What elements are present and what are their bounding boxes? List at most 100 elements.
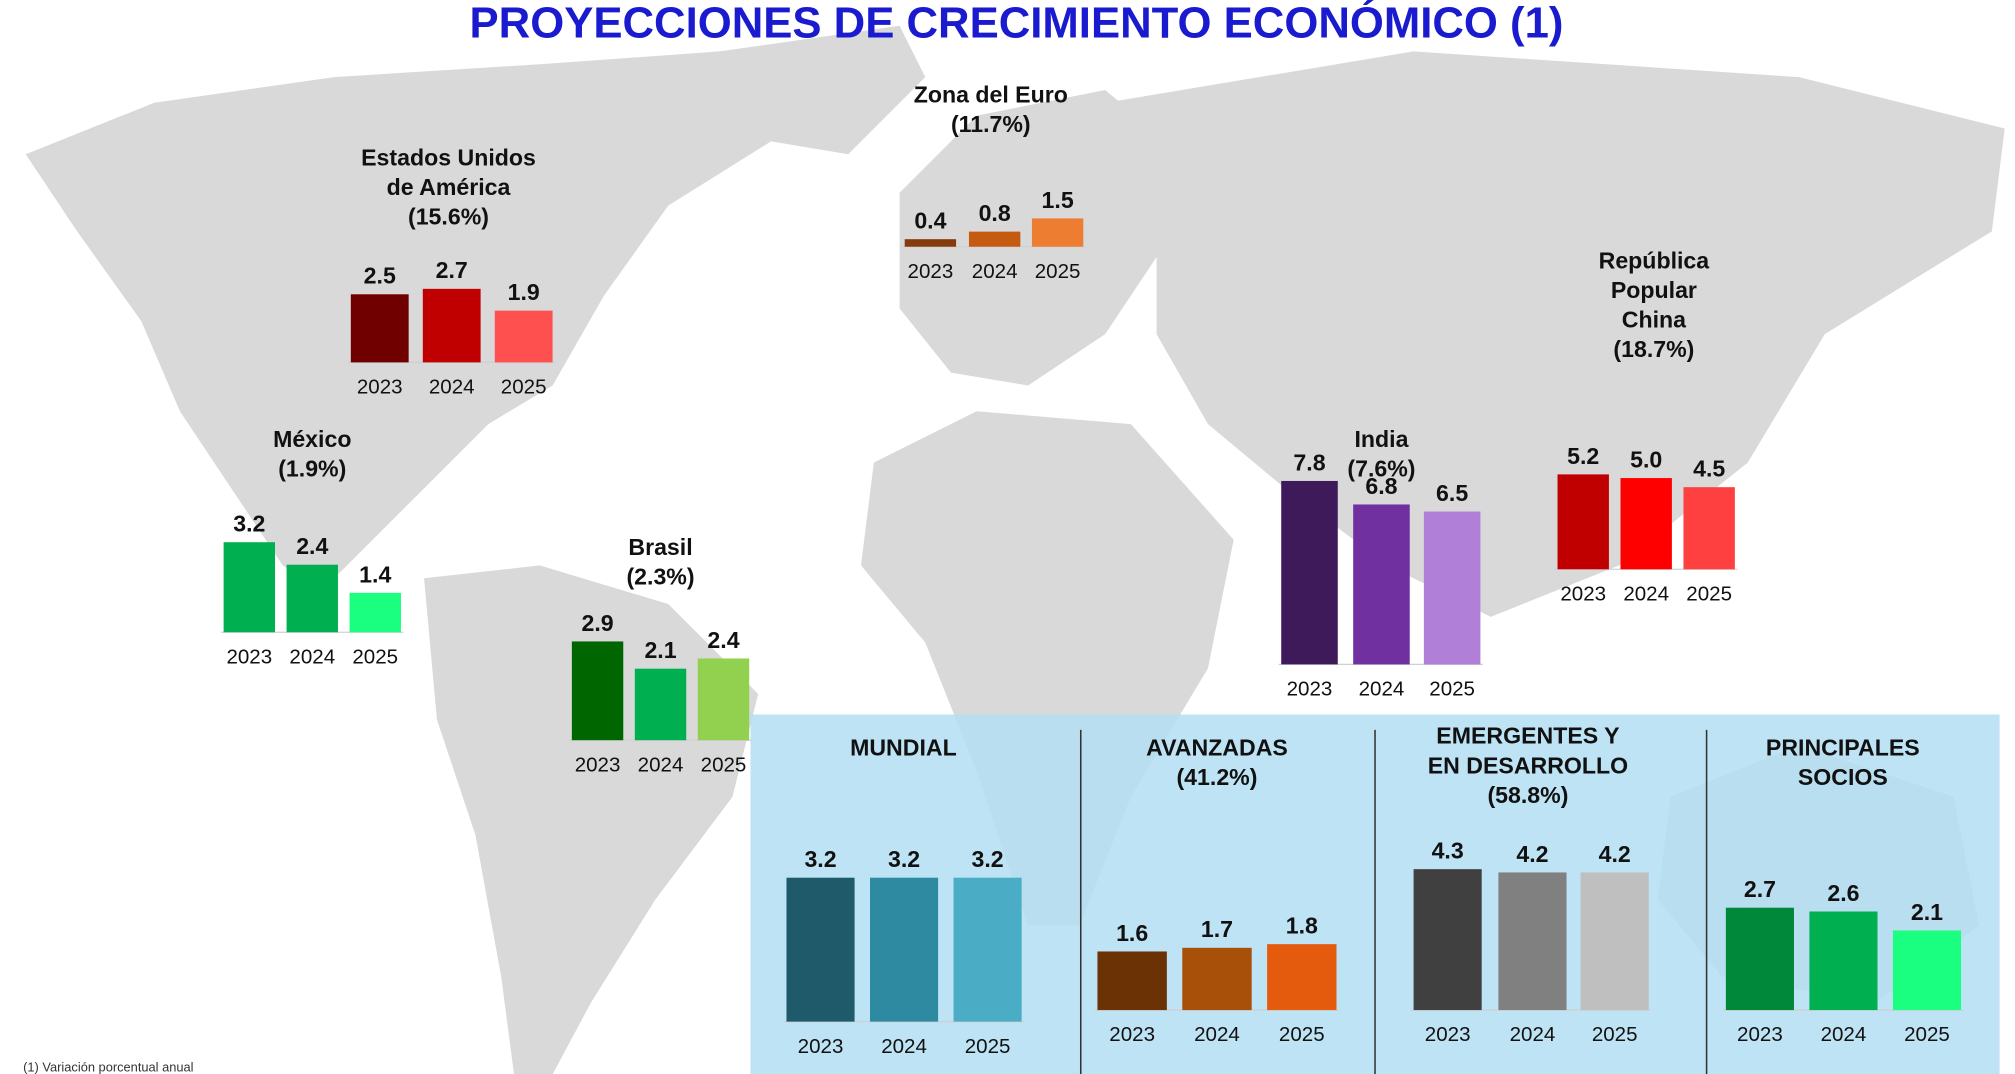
value-label: 1.9 [508, 279, 540, 305]
x-tick-label: 2023 [1560, 582, 1606, 605]
chart-title: República [1599, 247, 1711, 273]
x-tick-label: 2025 [1035, 260, 1081, 283]
bar [1281, 480, 1338, 665]
bar [1683, 487, 1735, 570]
value-label: 0.8 [979, 200, 1011, 226]
chart-title: de América [387, 174, 512, 200]
x-tick-label: 2024 [638, 753, 684, 776]
value-label: 1.7 [1201, 916, 1233, 942]
bar [223, 542, 276, 633]
chart-title: Zona del Euro [914, 81, 1068, 107]
bar [904, 239, 957, 247]
value-label: 2.6 [1827, 880, 1859, 906]
chart-title: AVANZADAS [1146, 734, 1288, 760]
value-label: 4.3 [1432, 838, 1464, 864]
chart-title: (41.2%) [1176, 764, 1257, 790]
bar [1031, 218, 1084, 247]
chart-title: PRINCIPALES [1766, 734, 1920, 760]
chart-title: México [273, 426, 351, 452]
bar [1413, 869, 1482, 1011]
bar [286, 564, 338, 633]
value-label: 3.2 [233, 511, 265, 537]
canvas: PROYECCIONES DE CRECIMIENTO ECONÓMICO (1… [23, 0, 2005, 1074]
bar [1267, 944, 1337, 1011]
africa [861, 411, 1234, 926]
x-tick-label: 2025 [1429, 678, 1475, 701]
chart-title: India [1354, 426, 1409, 452]
x-tick-label: 2025 [701, 753, 747, 776]
x-tick-label: 2025 [1686, 582, 1732, 605]
value-label: 2.5 [364, 263, 396, 289]
chart-title: EMERGENTES Y [1436, 723, 1620, 749]
bar [968, 231, 1021, 247]
chart-title: (15.6%) [408, 204, 489, 230]
value-label: 1.6 [1116, 920, 1148, 946]
chart-title: (2.3%) [626, 563, 694, 589]
value-label: 4.2 [1599, 841, 1631, 867]
value-label: 2.1 [1911, 899, 1943, 925]
x-tick-label: 2025 [965, 1035, 1011, 1058]
value-label: 4.2 [1516, 841, 1548, 867]
x-tick-label: 2025 [1592, 1023, 1638, 1046]
x-tick-label: 2024 [1821, 1023, 1867, 1046]
bar [1353, 504, 1410, 665]
chart-title: Brasil [628, 534, 692, 560]
asia [1105, 51, 2005, 617]
x-tick-label: 2024 [429, 376, 475, 399]
bar [422, 288, 481, 363]
bar [1423, 511, 1481, 665]
footnote: (1) Variación porcentual anual [23, 1059, 193, 1074]
x-tick-label: 2024 [972, 260, 1018, 283]
x-tick-label: 2024 [289, 645, 335, 668]
chart-title: (58.8%) [1487, 782, 1568, 808]
chart-title: China [1622, 306, 1687, 332]
x-tick-label: 2024 [1623, 582, 1669, 605]
bar [349, 592, 401, 633]
bar [1809, 911, 1878, 1011]
chart-title: (1.9%) [278, 455, 346, 481]
value-label: 0.4 [914, 208, 946, 234]
chart-title: Estados Unidos [361, 144, 536, 170]
bar [1620, 478, 1672, 570]
value-label: 3.2 [888, 846, 920, 872]
bar [1097, 951, 1167, 1011]
x-tick-label: 2023 [1287, 678, 1333, 701]
x-tick-label: 2025 [501, 376, 547, 399]
bar [953, 877, 1022, 1022]
bar [1182, 947, 1252, 1011]
value-label: 4.5 [1693, 456, 1725, 482]
chart-title: MUNDIAL [850, 734, 957, 760]
x-tick-label: 2023 [1425, 1023, 1471, 1046]
page-title: PROYECCIONES DE CRECIMIENTO ECONÓMICO (1… [470, 0, 1564, 47]
bar [571, 641, 624, 741]
value-label: 2.7 [1744, 876, 1776, 902]
bar [494, 310, 553, 363]
x-tick-label: 2024 [1510, 1023, 1556, 1046]
bar [786, 877, 855, 1022]
x-tick-label: 2023 [908, 260, 954, 283]
bar [634, 668, 687, 741]
chart-title: (18.7%) [1613, 336, 1694, 362]
value-label: 6.5 [1436, 480, 1468, 506]
x-tick-label: 2025 [1904, 1023, 1950, 1046]
value-label: 6.8 [1365, 473, 1397, 499]
greenland [719, 25, 926, 155]
chart-title: (11.7%) [951, 111, 1031, 137]
x-tick-label: 2023 [1737, 1023, 1783, 1046]
chart-title: EN DESARROLLO [1428, 752, 1628, 778]
value-label: 5.2 [1567, 443, 1599, 469]
x-tick-label: 2024 [1359, 678, 1405, 701]
bar [697, 658, 750, 741]
x-tick-label: 2025 [352, 645, 398, 668]
x-tick-label: 2024 [1194, 1023, 1240, 1046]
x-tick-label: 2025 [1279, 1023, 1325, 1046]
value-label: 5.0 [1630, 446, 1662, 472]
bar [1580, 872, 1649, 1011]
value-label: 1.4 [359, 561, 391, 587]
value-label: 2.1 [644, 637, 676, 663]
value-label: 3.2 [972, 846, 1004, 872]
value-label: 2.4 [707, 627, 739, 653]
value-label: 2.4 [296, 533, 328, 559]
bar [869, 877, 939, 1022]
